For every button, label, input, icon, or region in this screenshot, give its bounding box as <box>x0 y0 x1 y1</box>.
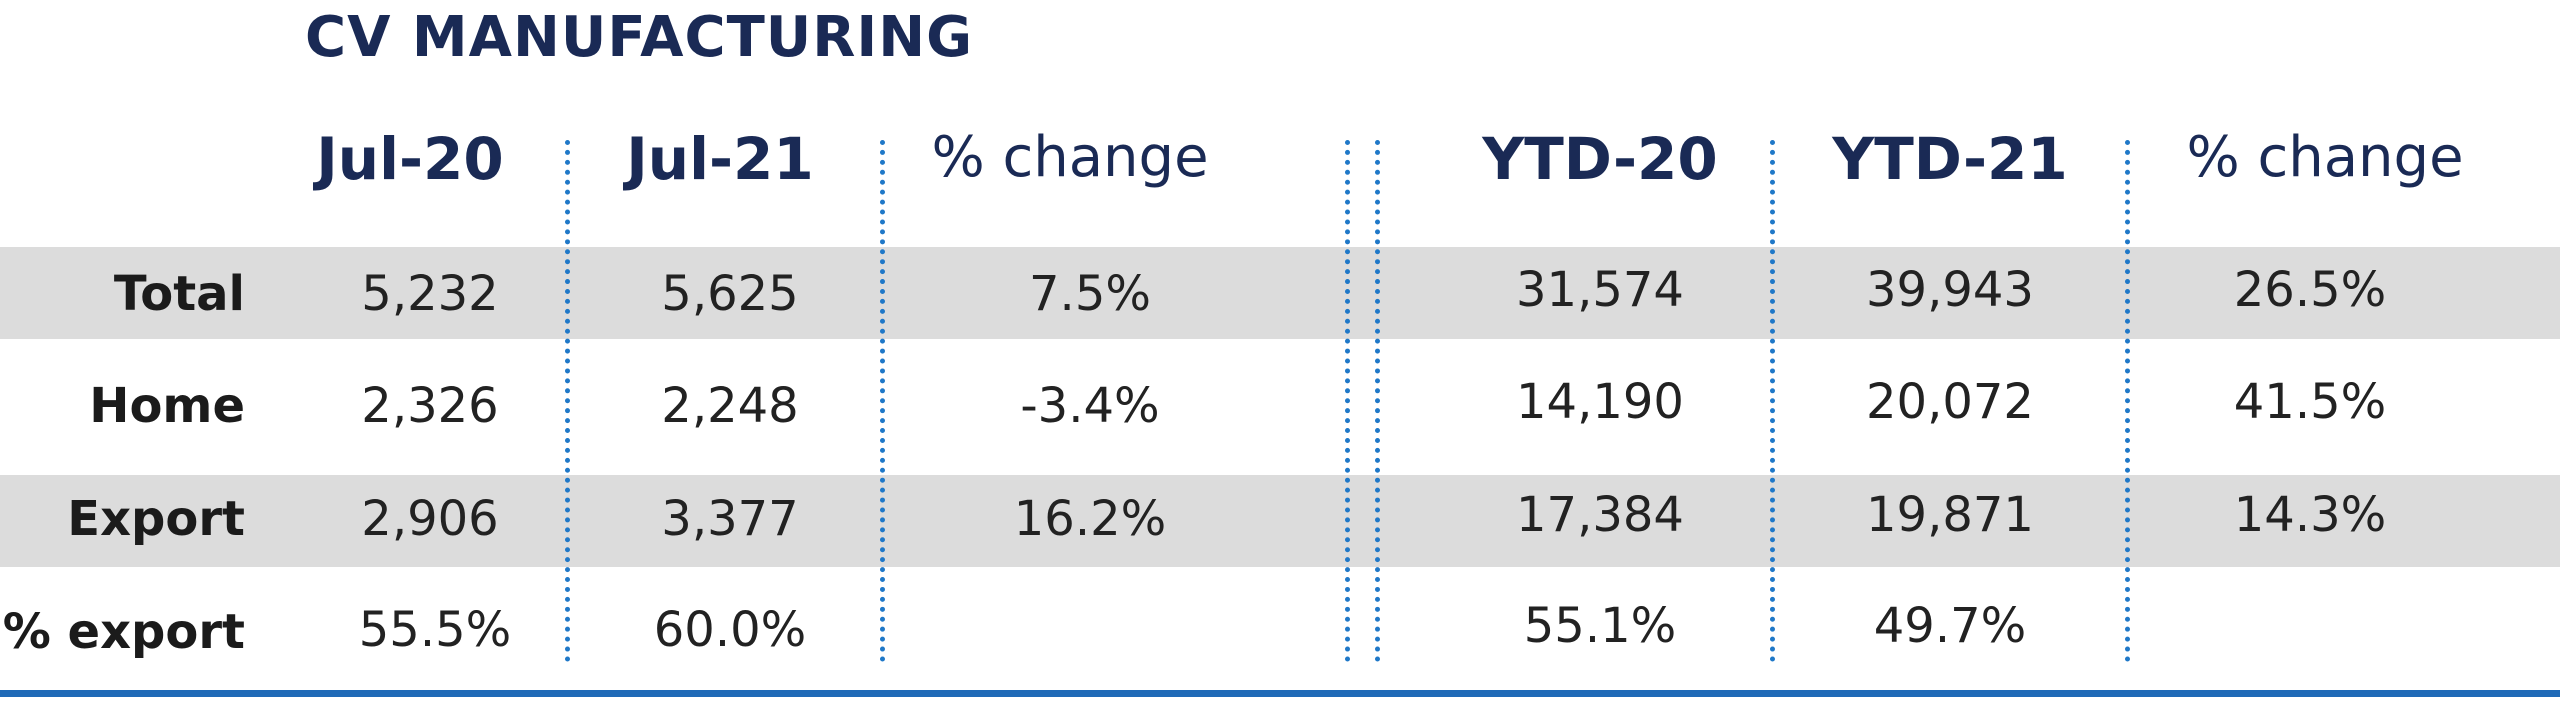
cell-export-ytd-20: 17,384 <box>1516 487 1684 543</box>
cell-total-ytd-change: 26.5% <box>2233 262 2387 318</box>
cell-total-jul-21: 5,625 <box>661 266 799 322</box>
cell-export-ytd-change: 14.3% <box>2233 487 2387 543</box>
header-ytd-20: YTD-20 <box>1482 125 1718 193</box>
row-band-export <box>0 475 2560 567</box>
cell-export-ytd-21: 19,871 <box>1866 487 2034 543</box>
cell-percent-export-ytd-20: 55.1% <box>1523 598 1677 654</box>
cell-home-ytd-change: 41.5% <box>2233 374 2387 430</box>
header-change-ytd: % change <box>2186 125 2464 190</box>
column-divider <box>2125 140 2130 662</box>
cell-export-jul-20: 2,906 <box>361 491 499 547</box>
cell-home-ytd-21: 20,072 <box>1866 374 2034 430</box>
section-divider <box>1345 140 1350 662</box>
header-ytd-21: YTD-21 <box>1832 125 2068 193</box>
cell-total-change: 7.5% <box>1029 266 1151 322</box>
row-label-percent-export: % export <box>2 604 245 660</box>
cell-percent-export-jul-21: 60.0% <box>653 602 807 658</box>
cell-export-change: 16.2% <box>1013 491 1167 547</box>
header-jul-21: Jul-21 <box>626 125 814 193</box>
cell-total-ytd-21: 39,943 <box>1866 262 2034 318</box>
header-change-month: % change <box>931 125 1209 190</box>
column-divider <box>1770 140 1775 662</box>
row-label-home: Home <box>89 378 245 434</box>
cell-percent-export-ytd-21: 49.7% <box>1873 598 2027 654</box>
column-divider <box>880 140 885 662</box>
table-title: CV MANUFACTURING <box>305 5 974 70</box>
row-label-total: Total <box>113 266 245 322</box>
cell-percent-export-jul-20: 55.5% <box>358 602 512 658</box>
row-label-export: Export <box>67 491 245 547</box>
header-jul-20: Jul-20 <box>316 125 504 193</box>
cell-home-jul-20: 2,326 <box>361 378 499 434</box>
column-divider <box>565 140 570 662</box>
bottom-rule <box>0 690 2560 697</box>
row-band-total <box>0 247 2560 339</box>
cell-total-jul-20: 5,232 <box>361 266 499 322</box>
cell-total-ytd-20: 31,574 <box>1516 262 1684 318</box>
section-divider <box>1375 140 1380 662</box>
cell-home-change: -3.4% <box>1020 378 1160 434</box>
cell-home-jul-21: 2,248 <box>661 378 799 434</box>
cell-export-jul-21: 3,377 <box>661 491 799 547</box>
cell-home-ytd-20: 14,190 <box>1516 374 1684 430</box>
